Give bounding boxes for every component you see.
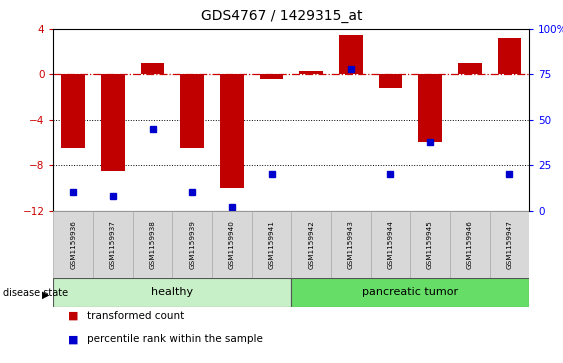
Bar [292,211,331,278]
Text: percentile rank within the sample: percentile rank within the sample [87,334,263,344]
Text: GSM1159941: GSM1159941 [269,220,275,269]
Bar [141,63,164,74]
Bar [260,74,283,79]
Text: healthy: healthy [151,287,194,297]
Text: GSM1159940: GSM1159940 [229,220,235,269]
Bar [53,278,292,307]
Text: GSM1159945: GSM1159945 [427,220,433,269]
Bar [212,211,252,278]
Text: GSM1159939: GSM1159939 [189,220,195,269]
Bar [498,38,521,74]
Bar [252,211,292,278]
Text: GSM1159936: GSM1159936 [70,220,77,269]
Bar [331,211,370,278]
Bar [450,211,490,278]
Bar [93,211,133,278]
Text: disease state: disease state [3,288,68,298]
Text: GSM1159937: GSM1159937 [110,220,116,269]
Text: ▶: ▶ [42,290,50,300]
Bar [300,71,323,74]
Bar [418,74,442,143]
Text: pancreatic tumor: pancreatic tumor [362,287,458,297]
Text: GSM1159942: GSM1159942 [308,220,314,269]
Bar [458,63,481,74]
Bar [378,74,403,88]
Bar [370,211,410,278]
Bar [292,278,529,307]
Bar [133,211,172,278]
Bar [61,74,85,148]
Text: GSM1159947: GSM1159947 [506,220,512,269]
Bar [53,211,93,278]
Text: GSM1159946: GSM1159946 [467,220,473,269]
Bar [410,211,450,278]
Text: transformed count: transformed count [87,311,185,321]
Bar [490,211,529,278]
Text: GSM1159938: GSM1159938 [150,220,155,269]
Bar [180,74,204,148]
Text: GSM1159943: GSM1159943 [348,220,354,269]
Bar [172,211,212,278]
Bar [101,74,125,171]
Bar [220,74,244,188]
Text: ■: ■ [68,334,78,344]
Text: GSM1159944: GSM1159944 [387,220,394,269]
Bar [339,35,363,74]
Text: GDS4767 / 1429315_at: GDS4767 / 1429315_at [201,9,362,23]
Text: ■: ■ [68,311,78,321]
